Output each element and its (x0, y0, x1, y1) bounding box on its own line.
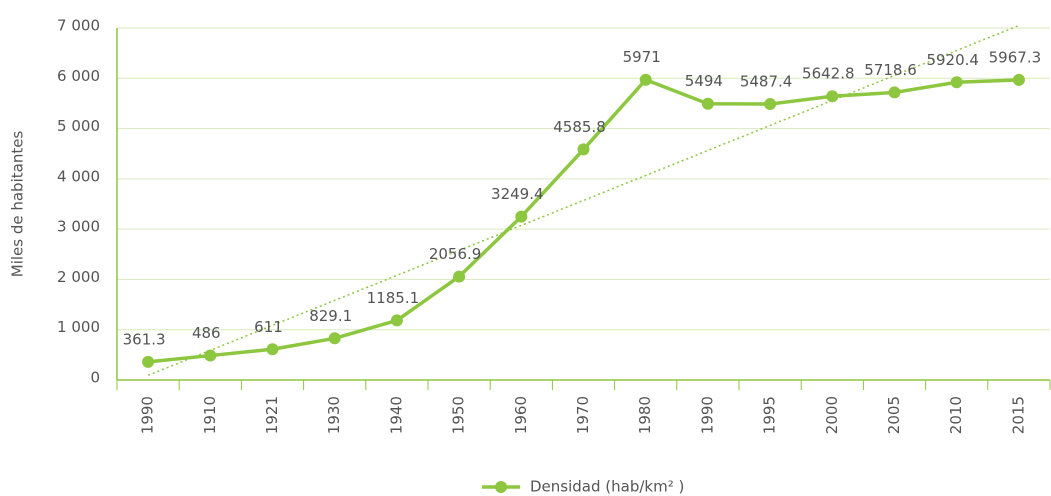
data-label: 4585.8 (553, 118, 606, 136)
trend-line (147, 24, 1020, 377)
data-point (266, 343, 279, 356)
data-point (639, 73, 652, 86)
data-label: 5487.4 (740, 73, 793, 91)
data-point (453, 270, 466, 283)
data-label: 5967.3 (989, 48, 1042, 66)
data-point (515, 210, 528, 223)
y-tick-label: 5 000 (57, 117, 100, 135)
data-point (390, 314, 403, 327)
y-axis-label: Miles de habitantes (9, 131, 27, 278)
x-tick-label: 1950 (450, 396, 468, 434)
data-point (1012, 73, 1025, 86)
y-tick-label: 7 000 (57, 17, 100, 35)
legend-marker (495, 481, 507, 493)
x-tick-label: 2010 (947, 396, 965, 434)
x-tick-label: 1940 (387, 396, 405, 434)
data-point (577, 143, 590, 156)
data-label: 5494 (685, 72, 723, 90)
data-label: 361.3 (123, 330, 166, 348)
y-tick-label: 6 000 (57, 67, 100, 85)
data-label: 611 (254, 318, 283, 336)
y-tick-label: 0 (90, 369, 100, 387)
data-label: 1185.1 (367, 289, 420, 307)
y-tick-label: 2 000 (57, 268, 100, 286)
data-point (142, 355, 155, 368)
y-tick-label: 1 000 (57, 318, 100, 336)
data-label: 829.1 (309, 307, 352, 325)
x-tick-label: 1970 (574, 396, 592, 434)
data-label: 2056.9 (429, 245, 482, 263)
x-tick-label: 1990 (698, 396, 716, 434)
legend-label: Densidad (hab/km² ) (530, 478, 684, 496)
data-point (826, 90, 839, 103)
data-point (328, 332, 341, 345)
x-tick-label: 1910 (201, 396, 219, 434)
x-tick-label: 1990 (139, 396, 157, 434)
x-tick-label: 1995 (761, 396, 779, 434)
data-point (888, 86, 901, 99)
data-label: 5971 (623, 48, 661, 66)
data-point (764, 98, 777, 111)
y-tick-label: 4 000 (57, 167, 100, 185)
data-point (950, 76, 963, 89)
x-tick-label: 2015 (1009, 396, 1027, 434)
x-tick-label: 2000 (823, 396, 841, 434)
y-tick-label: 3 000 (57, 218, 100, 236)
x-tick-label: 2005 (885, 396, 903, 434)
x-tick-label: 1960 (512, 396, 530, 434)
data-point (701, 97, 714, 110)
data-label: 3249.4 (491, 185, 544, 203)
data-label: 5642.8 (802, 65, 855, 83)
data-label: 486 (192, 324, 221, 342)
data-label: 5718.6 (864, 61, 917, 79)
data-label: 5920.4 (926, 51, 979, 69)
x-tick-label: 1930 (325, 396, 343, 434)
x-tick-label: 1980 (636, 396, 654, 434)
data-point (204, 349, 217, 362)
x-tick-label: 1921 (263, 396, 281, 434)
